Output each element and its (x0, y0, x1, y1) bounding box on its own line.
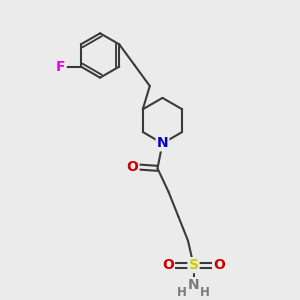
Text: N: N (188, 278, 200, 292)
Text: H: H (200, 286, 210, 299)
Text: O: O (127, 160, 139, 174)
Text: F: F (56, 60, 66, 74)
Text: S: S (188, 258, 199, 272)
Text: N: N (157, 136, 168, 150)
Text: H: H (177, 286, 187, 299)
Text: O: O (162, 258, 174, 272)
Text: O: O (213, 258, 225, 272)
